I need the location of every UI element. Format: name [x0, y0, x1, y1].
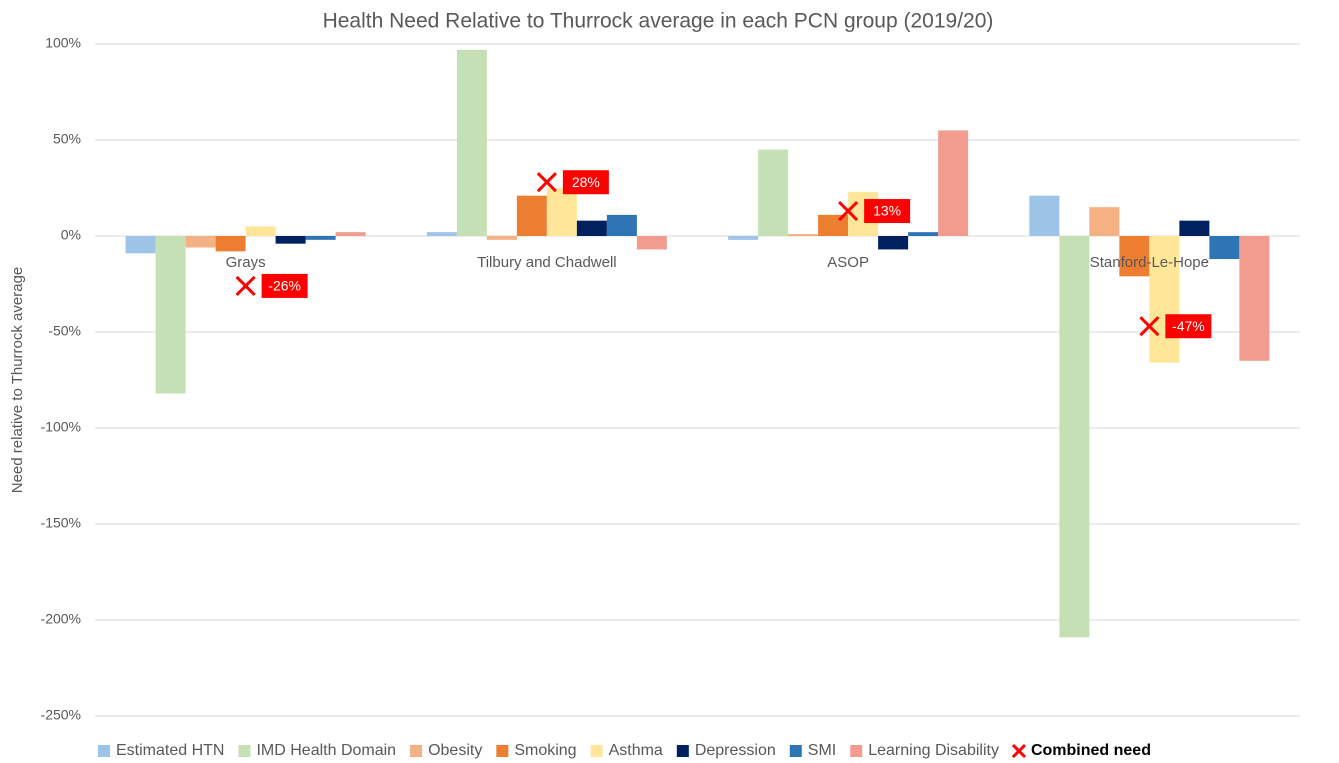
bar: [1119, 236, 1150, 277]
bar: [185, 236, 216, 248]
legend-label: Combined need: [1031, 742, 1151, 759]
bar: [878, 236, 909, 250]
y-axis-label: Need relative to Thurrock average: [9, 267, 26, 494]
bar: [1149, 236, 1180, 363]
bar: [728, 236, 759, 240]
bar: [215, 236, 246, 252]
legend-swatch: [238, 745, 251, 757]
bar: [426, 232, 457, 236]
y-tick-label: -200%: [41, 611, 81, 627]
x-tick-label: Tilbury and Chadwell: [477, 254, 617, 271]
bar: [456, 49, 487, 237]
bar: [606, 214, 637, 236]
bar: [275, 236, 306, 244]
legend-label: Learning Disability: [868, 742, 999, 759]
y-tick-label: -250%: [41, 707, 81, 723]
bar: [1179, 220, 1210, 236]
bar: [516, 195, 547, 236]
legend-marker: [1011, 743, 1027, 759]
y-tick-label: 50%: [53, 131, 81, 147]
bar: [758, 149, 789, 236]
x-tick-label: Stanford-Le-Hope: [1090, 254, 1209, 271]
data-label-box: [562, 170, 609, 195]
bar: [1029, 195, 1060, 236]
bar: [1209, 236, 1240, 260]
bar: [245, 226, 276, 236]
marker-x: [235, 275, 256, 296]
legend-label: Depression: [695, 742, 776, 759]
legend-swatch: [789, 745, 802, 757]
legend-label: IMD Health Domain: [256, 742, 396, 759]
bar: [1089, 207, 1120, 236]
x-tick-label: ASOP: [827, 254, 869, 271]
bar: [1239, 236, 1270, 361]
data-label: 13%: [873, 203, 901, 219]
combined-marker: [235, 275, 256, 296]
bar: [576, 220, 607, 236]
bar: [636, 236, 667, 250]
y-tick-label: -150%: [41, 515, 81, 531]
legend-swatch: [676, 745, 689, 757]
legend-swatch: [590, 745, 603, 757]
bar: [486, 236, 517, 240]
combined-marker: [1139, 316, 1160, 337]
data-label: -26%: [268, 278, 301, 294]
bar: [788, 234, 819, 236]
legend-swatch: [496, 745, 509, 757]
data-label: -47%: [1172, 318, 1205, 334]
bar: [155, 236, 186, 394]
legend-label: Smoking: [514, 742, 576, 759]
chart-title: Health Need Relative to Thurrock average…: [323, 10, 994, 33]
bar: [125, 236, 156, 254]
data-label: 28%: [572, 174, 600, 190]
legend-label: Asthma: [609, 742, 663, 759]
combined-marker: [536, 172, 557, 193]
data-label-box: [864, 199, 911, 224]
bar: [335, 232, 366, 236]
marker-x: [536, 172, 557, 193]
bar: [908, 232, 939, 236]
legend-label: SMI: [808, 742, 836, 759]
bar: [938, 130, 969, 236]
x-tick-label: Grays: [226, 254, 266, 271]
y-tick-label: -50%: [48, 323, 81, 339]
legend-swatch: [98, 745, 110, 757]
legend-label: Estimated HTN: [116, 742, 224, 759]
data-label-box: [1165, 314, 1212, 339]
marker-x: [1139, 316, 1160, 337]
legend-swatch: [410, 745, 423, 757]
legend-label: Obesity: [428, 742, 482, 759]
y-tick-label: -100%: [41, 419, 81, 435]
marker-x: [838, 200, 859, 222]
data-label-box: [261, 273, 308, 298]
bar: [305, 236, 336, 240]
y-tick-label: 100%: [45, 35, 81, 51]
combined-marker: [838, 200, 859, 222]
bar: [546, 188, 577, 236]
y-tick-label: 0%: [61, 227, 81, 243]
bar: [1059, 236, 1090, 638]
legend-swatch: [850, 745, 863, 757]
bar: [818, 214, 849, 236]
